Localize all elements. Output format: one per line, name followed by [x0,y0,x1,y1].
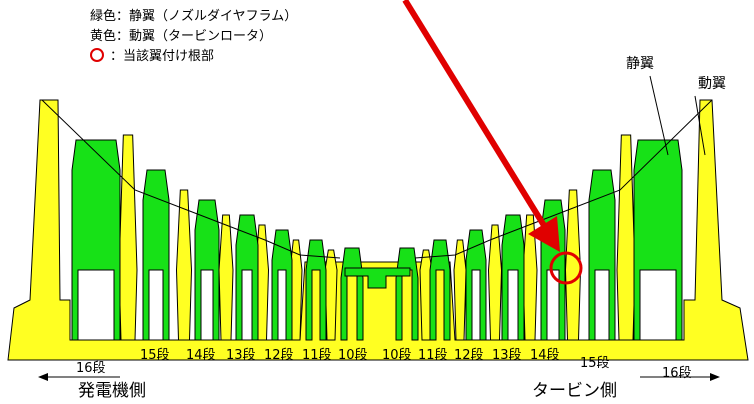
stage-label: 10段 [338,348,368,363]
stage-label: 16段 [76,361,106,376]
stationary-vane-10 [465,229,487,341]
moving-blade-6 [324,249,338,341]
callout-line-stationary [649,75,669,156]
stationary-vane-13 [588,169,616,341]
moving-blade-2 [175,189,193,341]
callout-stationary: 静翼 [626,56,654,72]
stage-label: 12段 [454,348,484,363]
stage-label: 10段 [382,348,412,363]
stationary-vane-4 [235,214,259,341]
moving-blade-9 [487,224,503,341]
turbine-side-label: タービン側 [532,381,617,401]
moving-blade-3 [218,214,234,341]
stationary-vane-14 [633,139,683,341]
stage-label: 14段 [186,348,216,363]
generator-arrowhead [38,373,48,381]
legend-circle: ：当該翼付け根部 [90,48,214,66]
stationary-vane-3 [194,199,220,341]
legend-yellow: 黄色：動翼（タービンロータ） [90,29,273,44]
stage-label: 11段 [418,348,448,363]
stationary-vane-9 [429,239,451,341]
stationary-vane-2 [142,169,170,341]
callout-line-moving [694,95,706,156]
callout-moving: 動翼 [698,76,726,92]
stage-label: 13段 [226,348,256,363]
stage-label: 15段 [580,356,610,371]
moving-blade-12 [616,134,636,341]
stationary-vane-5 [271,229,293,341]
diaphragm-chain-right [414,99,713,259]
stage-label: 14段 [530,348,560,363]
legend-circle-text: ：当該翼付け根部 [110,49,215,64]
red-circle-icon [90,48,104,62]
blade-root-marker [549,251,583,285]
turbine-arrowhead [710,373,720,381]
stationary-vane-11 [501,214,525,341]
moving-blade-11 [564,189,582,341]
moving-blade-8 [453,239,467,341]
rotor-base [7,99,749,361]
stage-label: 15段 [140,348,170,363]
center-coupling [344,267,411,289]
pointer-arrow [402,0,551,234]
diaphragm-chain-left [41,99,341,259]
pointer-arrowhead [528,216,560,252]
moving-blade-1 [118,134,138,341]
legend-green: 緑色：静翼（ノズルダイヤフラム） [90,9,298,24]
stage-label: 11段 [302,348,332,363]
stationary-vane-1 [71,139,121,341]
stage-label: 13段 [492,348,522,363]
stationary-vane-6 [305,239,327,341]
stage-label: 12段 [264,348,294,363]
stage-label: 16段 [662,366,692,381]
generator-side-label: 発電機側 [78,381,146,401]
